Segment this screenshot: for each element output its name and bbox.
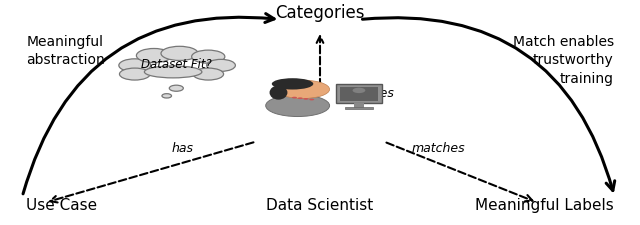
Ellipse shape: [272, 78, 314, 90]
Text: Dataset Fit?: Dataset Fit?: [141, 58, 212, 71]
Ellipse shape: [162, 94, 172, 98]
Circle shape: [303, 98, 308, 100]
Text: derives: derives: [349, 87, 395, 100]
Circle shape: [292, 97, 297, 99]
Text: Match enables
trustworthy
training: Match enables trustworthy training: [513, 35, 614, 86]
Text: Data Scientist: Data Scientist: [266, 198, 374, 214]
Text: Meaningful
abstraction: Meaningful abstraction: [26, 35, 105, 67]
Circle shape: [298, 97, 303, 99]
FancyBboxPatch shape: [345, 107, 373, 109]
FancyBboxPatch shape: [354, 103, 364, 108]
Text: Meaningful Labels: Meaningful Labels: [475, 198, 614, 214]
Ellipse shape: [136, 48, 172, 63]
Ellipse shape: [145, 66, 202, 78]
Text: matches: matches: [412, 142, 465, 155]
Ellipse shape: [207, 59, 236, 71]
Ellipse shape: [193, 68, 223, 80]
Circle shape: [309, 99, 314, 100]
Ellipse shape: [191, 50, 225, 63]
Ellipse shape: [119, 59, 151, 72]
Ellipse shape: [170, 85, 183, 91]
Text: has: has: [172, 142, 194, 155]
Ellipse shape: [273, 81, 318, 100]
Circle shape: [276, 80, 330, 99]
Ellipse shape: [269, 86, 287, 100]
FancyBboxPatch shape: [336, 84, 382, 103]
FancyBboxPatch shape: [340, 88, 378, 101]
Ellipse shape: [120, 68, 150, 80]
Text: Use Case: Use Case: [26, 198, 97, 214]
Text: Categories: Categories: [275, 4, 365, 22]
Ellipse shape: [161, 46, 198, 61]
Ellipse shape: [266, 95, 330, 117]
Ellipse shape: [353, 88, 365, 93]
